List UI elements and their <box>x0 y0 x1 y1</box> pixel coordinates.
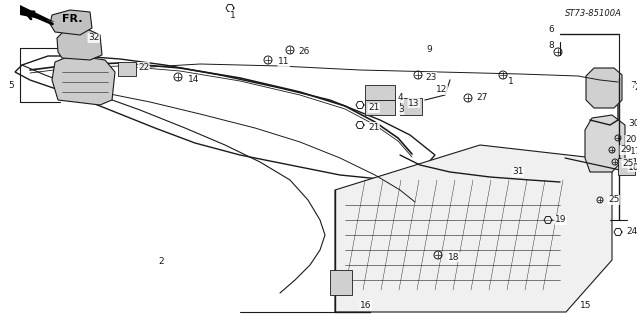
Text: 12: 12 <box>436 85 447 94</box>
Text: 9: 9 <box>426 45 432 54</box>
Text: 15: 15 <box>580 300 592 309</box>
Text: 17: 17 <box>630 148 637 156</box>
Bar <box>400 98 422 115</box>
Text: 19: 19 <box>555 215 566 225</box>
Text: 4: 4 <box>398 93 404 102</box>
Bar <box>330 270 352 295</box>
Polygon shape <box>586 68 622 108</box>
Text: 1: 1 <box>230 11 236 20</box>
Text: 25: 25 <box>622 158 633 167</box>
Text: 10: 10 <box>628 163 637 172</box>
Text: 30: 30 <box>628 118 637 127</box>
Text: 26: 26 <box>298 47 310 57</box>
Polygon shape <box>52 55 115 105</box>
Text: FR.: FR. <box>62 14 83 24</box>
Polygon shape <box>585 115 625 172</box>
Text: 25: 25 <box>608 196 619 204</box>
Text: 16: 16 <box>360 300 371 309</box>
Text: 11: 11 <box>278 58 289 67</box>
Polygon shape <box>15 56 435 180</box>
Text: 7: 7 <box>630 81 636 90</box>
Polygon shape <box>20 5 55 22</box>
Text: 6: 6 <box>548 26 554 35</box>
Text: 20: 20 <box>625 135 636 145</box>
Text: 1: 1 <box>508 77 514 86</box>
Text: 32: 32 <box>88 34 99 43</box>
Text: 14: 14 <box>188 76 199 84</box>
Bar <box>618 158 635 175</box>
Text: 24: 24 <box>626 228 637 236</box>
Text: 28: 28 <box>634 84 637 92</box>
Text: 13: 13 <box>408 99 420 108</box>
Polygon shape <box>335 145 612 312</box>
Text: ST73-85100A: ST73-85100A <box>565 9 622 18</box>
Bar <box>118 62 136 76</box>
Text: 27: 27 <box>476 93 487 102</box>
Text: 21: 21 <box>368 123 380 132</box>
Text: 5: 5 <box>8 81 14 90</box>
Text: 22: 22 <box>138 62 149 71</box>
Text: 2: 2 <box>158 258 164 267</box>
Bar <box>365 85 395 100</box>
Polygon shape <box>50 10 92 35</box>
Text: 8: 8 <box>548 41 554 50</box>
Text: 31: 31 <box>512 167 524 177</box>
Text: 18: 18 <box>448 252 459 261</box>
Text: 29: 29 <box>620 146 631 155</box>
Text: 3: 3 <box>398 106 404 115</box>
Bar <box>365 100 395 115</box>
Text: 23: 23 <box>425 73 436 82</box>
Text: 21: 21 <box>368 103 380 113</box>
Polygon shape <box>57 28 102 60</box>
